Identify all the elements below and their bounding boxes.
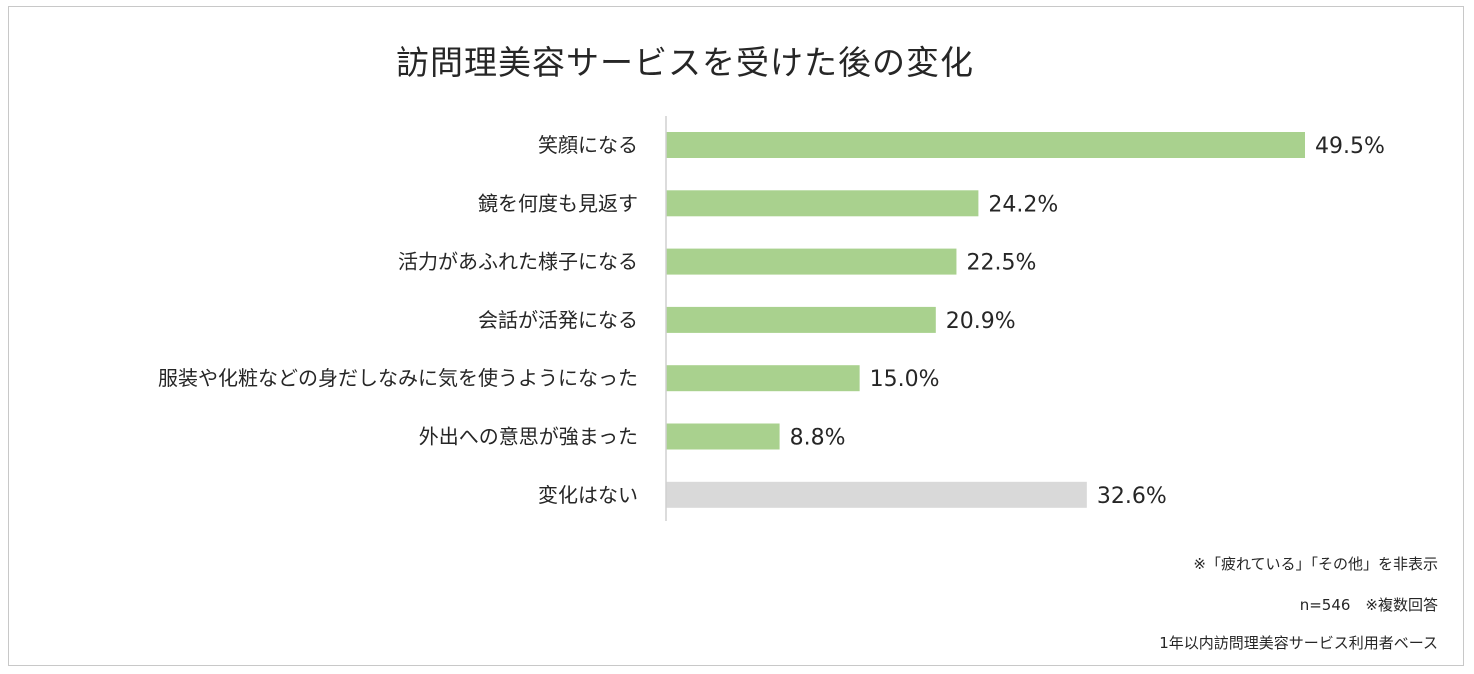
value-label-3: 22.5%: [966, 251, 1036, 276]
category-label-5: 服装や化粧などの身だしなみに気を使うようになった: [158, 366, 638, 390]
chart-title: 訪問理美容サービスを受けた後の変化: [396, 43, 974, 82]
category-label-7: 変化はない: [538, 483, 638, 507]
category-label-4: 会話が活発になる: [478, 308, 638, 332]
bar-5: [666, 365, 860, 392]
bar-2: [666, 190, 979, 217]
value-label-2: 24.2%: [988, 192, 1058, 217]
chart-frame: [8, 6, 1464, 666]
bar-4: [666, 306, 936, 333]
bar-7: [666, 481, 1087, 508]
hidden-items-note: ※「疲れている」「その他」を非表示: [1193, 555, 1438, 573]
value-label-7: 32.6%: [1097, 484, 1167, 509]
category-label-6: 外出への意思が強まった: [419, 425, 638, 449]
value-label-6: 8.8%: [790, 426, 846, 451]
bar-3: [666, 248, 957, 275]
base-note: 1年以内訪問理美容サービス利用者ベース: [1159, 634, 1438, 652]
value-label-5: 15.0%: [870, 367, 940, 392]
sample-size-note: n=546 ※複数回答: [1299, 596, 1438, 614]
value-label-1: 49.5%: [1315, 134, 1385, 159]
category-label-1: 笑顔になる: [538, 133, 638, 157]
bar-1: [666, 132, 1305, 158]
bar-6: [666, 423, 780, 450]
category-label-3: 活力があふれた様子になる: [398, 250, 638, 274]
category-label-2: 鏡を何度も見返す: [478, 191, 638, 215]
value-label-4: 20.9%: [946, 309, 1016, 334]
